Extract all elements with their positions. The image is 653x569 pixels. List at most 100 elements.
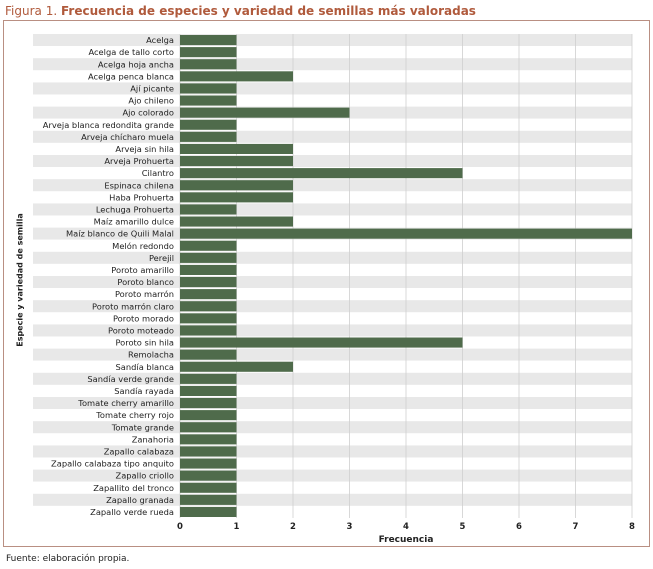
bar [180, 156, 293, 167]
bar [180, 95, 237, 106]
bar [180, 506, 237, 517]
bar [180, 47, 237, 58]
bar [180, 337, 463, 348]
category-label: Zanahoria [132, 434, 174, 444]
bar [180, 398, 237, 409]
category-label: Poroto marrón claro [92, 301, 174, 311]
bar [180, 240, 237, 251]
category-label: Maíz amarillo dulce [94, 217, 174, 227]
category-labels: Acelga Acelga de tallo corto Acelga hoja a… [43, 35, 174, 517]
category-label: Lechuga Prohuerta [96, 204, 174, 214]
bar [180, 313, 237, 324]
bar [180, 385, 237, 396]
category-label: Zapallo calabaza [104, 446, 174, 456]
bar [180, 35, 237, 46]
bar [180, 422, 237, 433]
bar [180, 434, 237, 445]
category-label: Ajo chileno [128, 96, 174, 106]
bars [180, 35, 632, 517]
category-label: Haba Prohuerta [109, 192, 174, 202]
row-stripe [33, 94, 632, 107]
x-tick-label: 4 [403, 522, 409, 532]
bar [180, 131, 237, 142]
category-label: Poroto sin hila [115, 338, 174, 348]
bar [180, 494, 237, 505]
x-axis-label: Frecuencia [379, 535, 434, 545]
bar [180, 83, 237, 94]
category-label: Ají picante [130, 83, 174, 93]
category-label: Acelga penca blanca [88, 71, 174, 81]
figure-caption: Figura 1. Frecuencia de especies y varie… [5, 4, 476, 18]
category-label: Ajo colorado [122, 108, 174, 118]
category-label: Melón redondo [112, 241, 174, 251]
bar [180, 59, 237, 70]
category-label: Zapallo calabaza tipo anquito [51, 459, 174, 469]
bar [180, 204, 237, 215]
bar [180, 325, 237, 336]
bar [180, 168, 463, 179]
bar [180, 289, 237, 300]
x-tick-label: 0 [177, 522, 183, 532]
figure-number: Figura 1. [5, 4, 58, 18]
category-label: Tomate grande [111, 422, 174, 432]
source-note: Fuente: elaboración propia. [6, 554, 130, 564]
category-label: Zapallo verde rueda [90, 507, 174, 517]
category-label: Arveja sin hila [115, 144, 174, 154]
bar [180, 143, 293, 154]
category-label: Poroto moteado [108, 325, 174, 335]
bar [180, 264, 237, 275]
x-tick-labels: 0 1 2 3 4 5 6 7 8 [177, 522, 635, 532]
category-label: Sandía rayada [114, 386, 174, 396]
category-label: Tomate cherry amarillo [77, 398, 174, 408]
bar [180, 252, 237, 263]
category-label: Sandía verde grande [87, 374, 174, 384]
figure-frame [3, 20, 650, 547]
category-label: Arveja blanca redondita grande [43, 120, 174, 130]
category-label: Espinaca chilena [104, 180, 174, 190]
bar [180, 216, 293, 227]
category-label: Cilantro [142, 168, 174, 178]
category-label: Perejil [149, 253, 174, 263]
category-label: Sandía blanca [116, 362, 174, 372]
category-label: Tomate cherry rojo [95, 410, 174, 420]
row-stripe [33, 82, 632, 95]
category-label: Arveja chícharo muela [81, 132, 174, 142]
x-tick-label: 1 [234, 522, 240, 532]
category-label: Poroto marrón [115, 289, 174, 299]
x-tick-label: 6 [516, 522, 522, 532]
row-stripe [33, 251, 632, 264]
bar [180, 228, 632, 239]
bar [180, 373, 237, 384]
row-stripe [33, 348, 632, 361]
x-tick-label: 8 [629, 522, 635, 532]
bar [180, 361, 293, 372]
category-label: Remolacha [128, 350, 174, 360]
bar [180, 107, 350, 118]
bar [180, 119, 237, 130]
category-label: Zapallo criollo [116, 471, 174, 481]
bar [180, 301, 237, 312]
category-label: Acelga de tallo corto [88, 47, 174, 57]
bar [180, 349, 237, 360]
category-label: Acelga [146, 35, 174, 45]
bar [180, 470, 237, 481]
category-label: Poroto amarillo [111, 265, 174, 275]
row-stripe [33, 433, 632, 446]
category-label: Poroto blanco [117, 277, 174, 287]
category-label: Poroto morado [113, 313, 174, 323]
x-tick-label: 3 [347, 522, 353, 532]
x-tick-label: 5 [460, 522, 466, 532]
row-stripe [33, 34, 632, 47]
figure-title: Frecuencia de especies y variedad de sem… [60, 4, 476, 18]
bar [180, 180, 293, 191]
bar [180, 482, 237, 493]
bar [180, 71, 293, 82]
category-label: Zapallito del tronco [93, 483, 174, 493]
bar [180, 458, 237, 469]
bar [180, 446, 237, 457]
category-label: Zapallo granada [106, 495, 174, 505]
bar [180, 192, 293, 203]
x-tick-label: 2 [290, 522, 296, 532]
bar [180, 277, 237, 288]
